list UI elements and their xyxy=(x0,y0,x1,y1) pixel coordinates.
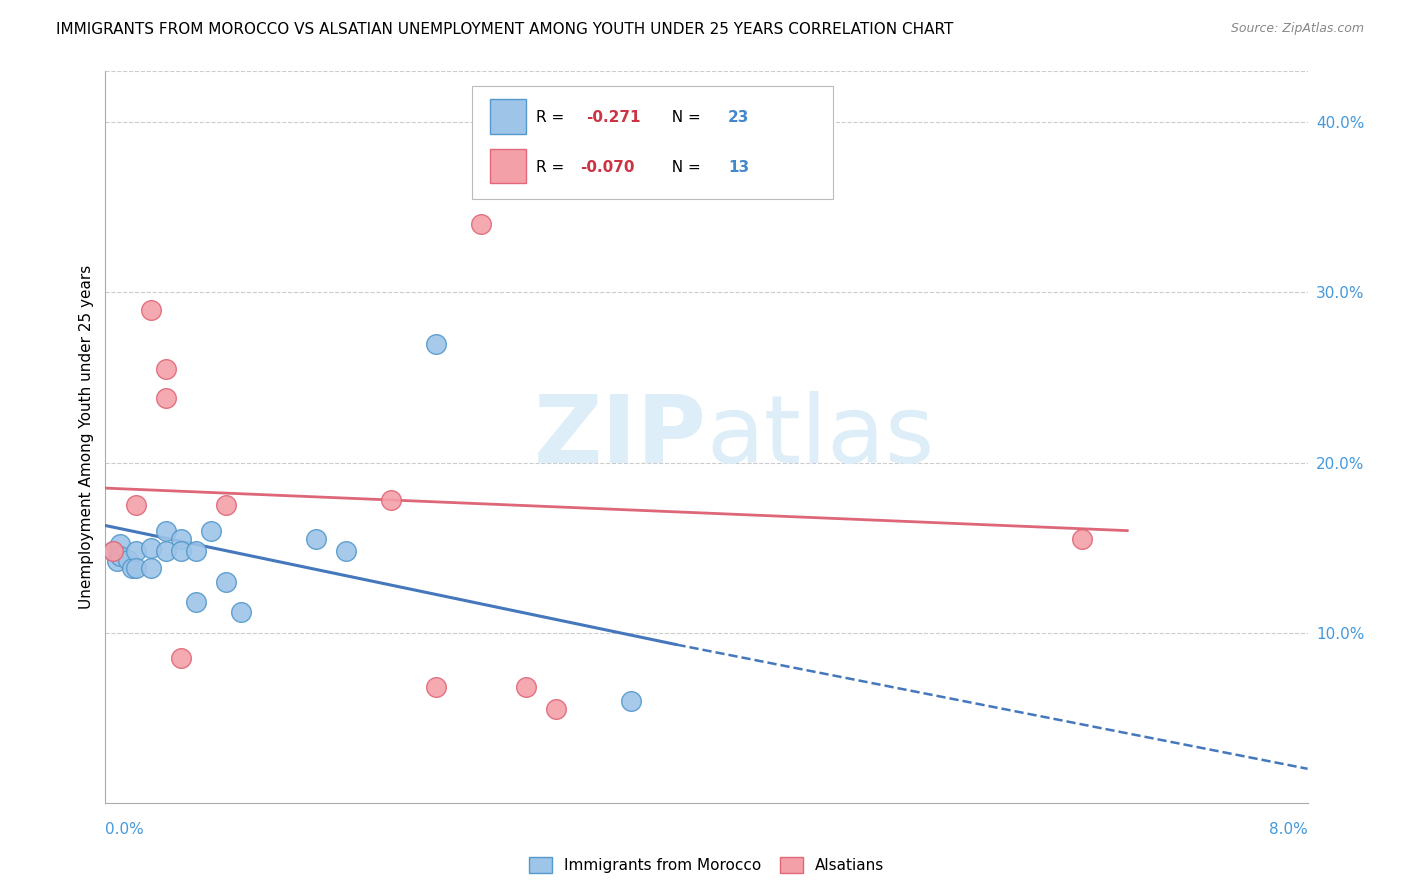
Point xyxy=(101,544,124,558)
Point xyxy=(1071,532,1094,546)
Point xyxy=(184,544,207,558)
Point xyxy=(169,532,191,546)
Point xyxy=(380,493,402,508)
Text: 13: 13 xyxy=(728,160,749,175)
Point xyxy=(155,391,177,405)
Point xyxy=(155,524,177,538)
Text: -0.271: -0.271 xyxy=(586,110,641,125)
Text: 0.0%: 0.0% xyxy=(105,822,145,837)
Point xyxy=(305,532,328,546)
Text: R =: R = xyxy=(536,110,574,125)
Point xyxy=(425,336,447,351)
Point xyxy=(214,574,236,589)
Point xyxy=(110,537,132,551)
Bar xyxy=(491,149,526,183)
Text: 8.0%: 8.0% xyxy=(1268,822,1308,837)
Point xyxy=(470,218,492,232)
Text: 23: 23 xyxy=(728,110,749,125)
Point xyxy=(425,680,447,694)
Text: ZIP: ZIP xyxy=(534,391,707,483)
Point xyxy=(139,302,162,317)
Point xyxy=(124,561,146,575)
Text: atlas: atlas xyxy=(707,391,935,483)
Point xyxy=(101,544,124,558)
Text: IMMIGRANTS FROM MOROCCO VS ALSATIAN UNEMPLOYMENT AMONG YOUTH UNDER 25 YEARS CORR: IMMIGRANTS FROM MOROCCO VS ALSATIAN UNEM… xyxy=(56,22,953,37)
Text: R =: R = xyxy=(536,160,569,175)
Point xyxy=(124,498,146,512)
Point xyxy=(184,595,207,609)
Bar xyxy=(491,99,526,134)
Y-axis label: Unemployment Among Youth under 25 years: Unemployment Among Youth under 25 years xyxy=(79,265,94,609)
Point xyxy=(121,561,143,575)
Point xyxy=(214,498,236,512)
Point xyxy=(200,524,222,538)
Text: -0.070: -0.070 xyxy=(581,160,634,175)
Point xyxy=(117,552,139,566)
Point xyxy=(139,561,162,575)
Point xyxy=(124,544,146,558)
Legend: Immigrants from Morocco, Alsatians: Immigrants from Morocco, Alsatians xyxy=(523,851,890,880)
Text: N =: N = xyxy=(662,110,706,125)
Text: N =: N = xyxy=(662,160,706,175)
Point xyxy=(110,549,132,563)
Point xyxy=(335,544,357,558)
Point xyxy=(620,694,643,708)
Point xyxy=(155,544,177,558)
Point xyxy=(169,544,191,558)
Point xyxy=(229,605,252,619)
Text: Source: ZipAtlas.com: Source: ZipAtlas.com xyxy=(1230,22,1364,36)
Point xyxy=(546,702,568,716)
Point xyxy=(169,651,191,665)
Point xyxy=(107,554,129,568)
Point xyxy=(155,362,177,376)
Point xyxy=(139,541,162,555)
FancyBboxPatch shape xyxy=(472,86,832,200)
Point xyxy=(515,680,537,694)
